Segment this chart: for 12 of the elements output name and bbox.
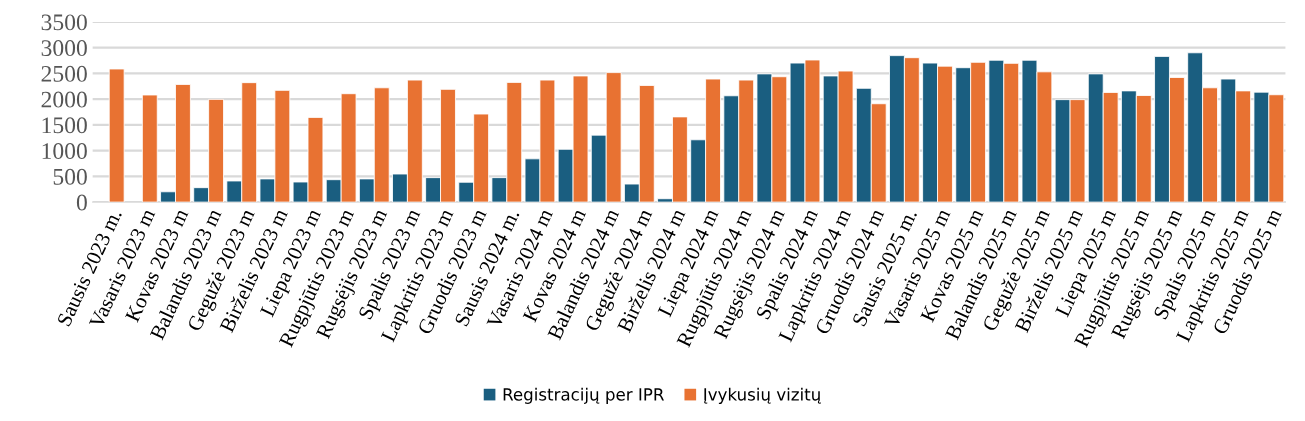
legend-label: Registracijų per IPR: [503, 387, 664, 404]
y-tick-label: 2000: [41, 91, 87, 108]
y-tick-label: 1500: [42, 117, 87, 134]
y-tick-label: 500: [53, 168, 87, 185]
legend-label: Įvykusių vizitų: [704, 387, 821, 404]
bar: [108, 68, 125, 203]
bar: [141, 94, 158, 203]
y-tick-label: 3000: [41, 40, 87, 57]
y-tick-label: 3500: [41, 14, 87, 31]
y-tick-label: 0: [76, 194, 87, 211]
y-tick-label: 1000: [42, 143, 87, 160]
y-tick-label: 2500: [41, 65, 87, 82]
